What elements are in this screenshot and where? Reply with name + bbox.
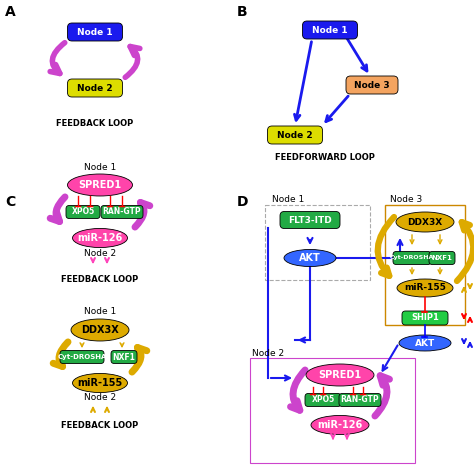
Text: Node 1: Node 1	[84, 163, 116, 172]
Text: Node 1: Node 1	[272, 195, 304, 204]
FancyArrowPatch shape	[50, 197, 65, 221]
Text: FEEDBACK LOOP: FEEDBACK LOOP	[61, 420, 138, 429]
Text: RAN-GTP: RAN-GTP	[341, 395, 379, 404]
FancyArrowPatch shape	[326, 96, 348, 121]
Text: Cyt-DROSHA: Cyt-DROSHA	[390, 255, 434, 261]
Text: Node 2: Node 2	[84, 393, 116, 402]
Text: miR-126: miR-126	[77, 233, 123, 243]
FancyArrowPatch shape	[457, 222, 474, 281]
FancyArrowPatch shape	[294, 42, 311, 120]
Ellipse shape	[73, 228, 128, 247]
FancyBboxPatch shape	[346, 76, 398, 94]
Text: A: A	[5, 5, 16, 19]
FancyBboxPatch shape	[67, 23, 122, 41]
FancyArrowPatch shape	[375, 376, 390, 416]
FancyArrowPatch shape	[291, 370, 305, 410]
Text: AKT: AKT	[299, 253, 321, 263]
Text: FEEDBACK LOOP: FEEDBACK LOOP	[61, 275, 138, 284]
FancyArrowPatch shape	[50, 43, 65, 73]
Ellipse shape	[284, 249, 336, 266]
Text: NXF1: NXF1	[431, 255, 453, 261]
Text: FLT3-ITD: FLT3-ITD	[288, 216, 332, 225]
Text: XPO5: XPO5	[72, 208, 95, 217]
Text: Node 2: Node 2	[252, 348, 284, 357]
Ellipse shape	[399, 335, 451, 351]
FancyBboxPatch shape	[267, 126, 322, 144]
Ellipse shape	[73, 374, 128, 392]
Text: Node 2: Node 2	[84, 248, 116, 257]
Ellipse shape	[396, 212, 454, 232]
FancyBboxPatch shape	[393, 252, 431, 264]
FancyArrowPatch shape	[346, 37, 367, 71]
Ellipse shape	[67, 174, 133, 196]
Text: Node 3: Node 3	[354, 81, 390, 90]
FancyArrowPatch shape	[53, 342, 68, 366]
Ellipse shape	[311, 416, 369, 435]
FancyBboxPatch shape	[429, 252, 455, 264]
Text: SPRED1: SPRED1	[78, 180, 121, 190]
FancyArrowPatch shape	[125, 46, 140, 77]
Text: D: D	[237, 195, 248, 209]
Text: AKT: AKT	[415, 338, 435, 347]
Text: FEEDBACK LOOP: FEEDBACK LOOP	[56, 118, 134, 128]
Text: miR-155: miR-155	[404, 283, 446, 292]
Text: miR-126: miR-126	[318, 420, 363, 430]
FancyArrowPatch shape	[383, 346, 398, 371]
FancyBboxPatch shape	[280, 211, 340, 228]
Text: SPRED1: SPRED1	[319, 370, 362, 380]
FancyBboxPatch shape	[60, 350, 104, 364]
FancyBboxPatch shape	[305, 393, 341, 407]
Text: Node 1: Node 1	[312, 26, 348, 35]
FancyBboxPatch shape	[66, 206, 100, 219]
FancyArrowPatch shape	[135, 202, 150, 227]
Text: DDX3X: DDX3X	[81, 325, 119, 335]
FancyArrowPatch shape	[378, 217, 394, 276]
FancyBboxPatch shape	[67, 79, 122, 97]
Ellipse shape	[71, 319, 129, 341]
Text: Cyt-DROSHA: Cyt-DROSHA	[57, 354, 107, 360]
Ellipse shape	[397, 279, 453, 297]
Text: B: B	[237, 5, 247, 19]
Text: C: C	[5, 195, 15, 209]
Text: FEEDFORWARD LOOP: FEEDFORWARD LOOP	[275, 154, 375, 163]
Text: RAN-GTP: RAN-GTP	[103, 208, 141, 217]
FancyBboxPatch shape	[111, 350, 137, 364]
FancyBboxPatch shape	[339, 393, 381, 407]
Text: miR-155: miR-155	[77, 378, 123, 388]
Text: DDX3X: DDX3X	[407, 218, 443, 227]
Ellipse shape	[306, 364, 374, 386]
Text: Node 3: Node 3	[390, 195, 422, 204]
Text: SHIP1: SHIP1	[411, 313, 439, 322]
Text: Node 1: Node 1	[84, 308, 116, 317]
Text: NXF1: NXF1	[112, 353, 136, 362]
FancyBboxPatch shape	[101, 206, 143, 219]
Text: Node 2: Node 2	[77, 83, 113, 92]
FancyArrowPatch shape	[132, 347, 147, 372]
Text: Node 2: Node 2	[277, 130, 313, 139]
Text: XPO5: XPO5	[311, 395, 335, 404]
FancyBboxPatch shape	[402, 311, 448, 325]
Text: Node 1: Node 1	[77, 27, 113, 36]
FancyBboxPatch shape	[302, 21, 357, 39]
